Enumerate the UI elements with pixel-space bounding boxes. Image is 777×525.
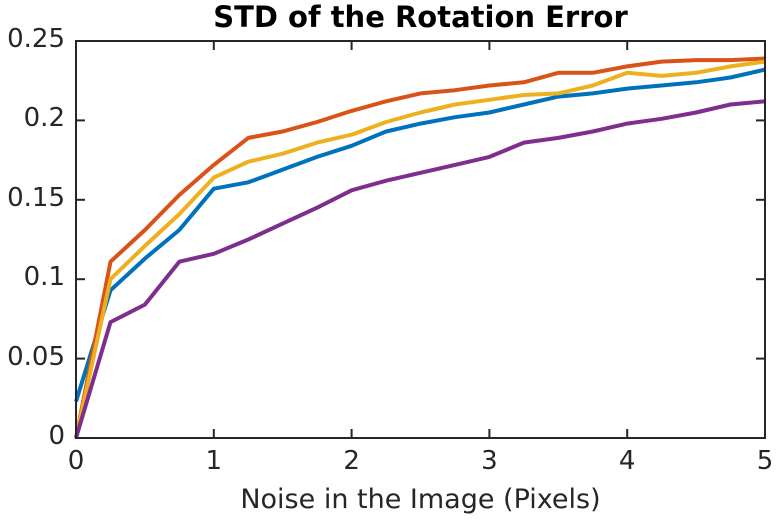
series-purple-line — [74, 99, 766, 439]
x-tick-label: 4 — [618, 446, 636, 476]
x-tick-label: 0 — [67, 446, 85, 476]
x-tick-label: 5 — [756, 446, 774, 476]
series-blue-line — [74, 67, 766, 403]
axes-box — [75, 40, 766, 439]
series-orange-line — [74, 56, 766, 439]
x-axis-label: Noise in the Image (Pixels) — [240, 484, 601, 515]
x-tick-label: 2 — [343, 446, 360, 476]
chart-title: STD of the Rotation Error — [213, 0, 628, 34]
y-tick-label: 0.2 — [23, 103, 65, 134]
y-tick-label: 0.1 — [23, 262, 65, 293]
y-tick-label: 0.15 — [7, 182, 65, 213]
series-yellow-line — [74, 59, 766, 439]
y-tick-label: 0 — [48, 421, 65, 451]
x-tick-label: 3 — [481, 446, 498, 476]
y-tick-label: 0.25 — [7, 24, 65, 54]
y-tick-label: 0.05 — [7, 341, 65, 372]
x-tick-label: 1 — [205, 446, 223, 476]
